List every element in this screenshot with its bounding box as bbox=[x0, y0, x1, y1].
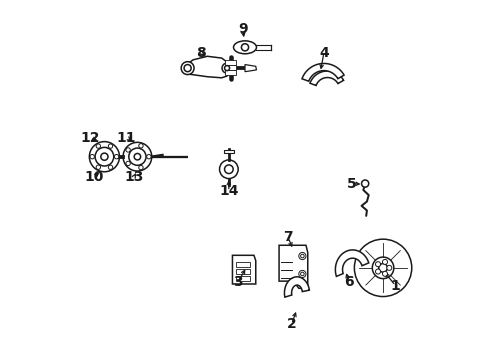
Bar bbox=[225, 70, 236, 75]
Circle shape bbox=[139, 166, 143, 170]
Circle shape bbox=[387, 265, 392, 270]
Text: 13: 13 bbox=[124, 170, 144, 184]
Circle shape bbox=[375, 269, 381, 274]
Polygon shape bbox=[310, 71, 343, 85]
Text: 10: 10 bbox=[84, 170, 103, 184]
Circle shape bbox=[224, 66, 230, 71]
Polygon shape bbox=[302, 63, 344, 81]
Text: 4: 4 bbox=[319, 46, 329, 60]
Circle shape bbox=[383, 271, 388, 276]
Text: 12: 12 bbox=[80, 131, 100, 145]
Circle shape bbox=[300, 272, 304, 276]
Circle shape bbox=[89, 141, 120, 172]
Circle shape bbox=[126, 161, 130, 166]
Polygon shape bbox=[279, 245, 308, 288]
Circle shape bbox=[299, 252, 306, 260]
Polygon shape bbox=[335, 250, 369, 276]
Circle shape bbox=[96, 144, 100, 148]
Circle shape bbox=[139, 144, 143, 148]
Text: 6: 6 bbox=[344, 275, 354, 289]
Text: 8: 8 bbox=[196, 46, 206, 60]
Text: 14: 14 bbox=[219, 184, 239, 198]
Circle shape bbox=[134, 153, 141, 160]
Circle shape bbox=[129, 148, 146, 165]
Circle shape bbox=[375, 262, 381, 267]
Circle shape bbox=[147, 154, 151, 159]
Text: 5: 5 bbox=[347, 177, 357, 190]
Polygon shape bbox=[245, 64, 256, 72]
Polygon shape bbox=[232, 255, 256, 284]
Circle shape bbox=[362, 180, 368, 187]
Text: 11: 11 bbox=[117, 131, 136, 145]
Polygon shape bbox=[285, 277, 309, 297]
Text: 9: 9 bbox=[238, 22, 247, 36]
Circle shape bbox=[222, 63, 232, 73]
Text: 1: 1 bbox=[391, 279, 400, 293]
Circle shape bbox=[220, 160, 238, 179]
Text: 3: 3 bbox=[233, 275, 243, 289]
Text: 2: 2 bbox=[287, 317, 296, 331]
Circle shape bbox=[299, 270, 306, 278]
Circle shape bbox=[126, 148, 130, 152]
Circle shape bbox=[224, 165, 233, 174]
Text: 7: 7 bbox=[283, 230, 293, 244]
Bar bbox=[236, 262, 250, 267]
Circle shape bbox=[242, 44, 248, 51]
Polygon shape bbox=[186, 56, 231, 78]
Bar bbox=[225, 65, 236, 69]
Circle shape bbox=[354, 239, 412, 297]
Circle shape bbox=[101, 153, 108, 160]
Circle shape bbox=[300, 254, 304, 258]
Bar bbox=[236, 269, 250, 274]
Bar bbox=[225, 60, 236, 64]
Circle shape bbox=[96, 165, 100, 170]
Bar bbox=[236, 276, 250, 282]
Circle shape bbox=[108, 165, 113, 170]
Circle shape bbox=[383, 260, 388, 265]
Circle shape bbox=[108, 144, 113, 148]
Circle shape bbox=[184, 64, 191, 72]
Circle shape bbox=[181, 62, 194, 75]
Circle shape bbox=[95, 147, 114, 166]
Ellipse shape bbox=[234, 41, 256, 54]
Bar bbox=[224, 150, 234, 153]
Circle shape bbox=[123, 142, 152, 171]
Circle shape bbox=[90, 154, 95, 159]
Circle shape bbox=[372, 257, 394, 279]
Circle shape bbox=[379, 264, 388, 272]
Circle shape bbox=[115, 154, 119, 159]
